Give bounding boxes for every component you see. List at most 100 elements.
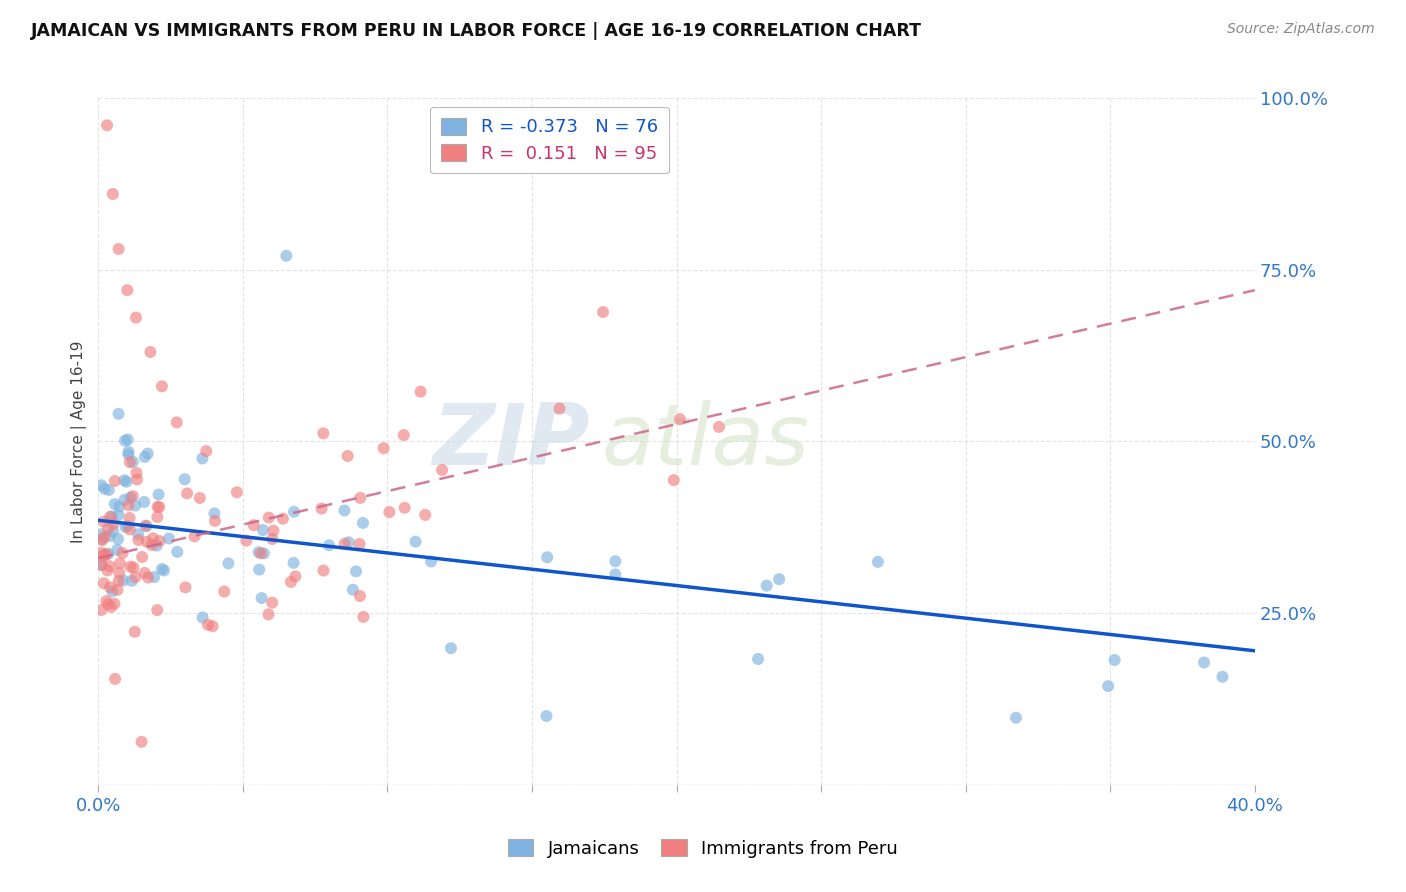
Point [405,534,427,549]
Point [135,534,157,549]
Point [337,535,360,549]
Point [93,515,115,529]
Point [349,589,371,603]
Point [112,574,135,588]
Point [136,571,159,585]
Point [242,518,264,533]
Point [125,310,148,325]
Point [91,533,114,548]
Point [124,570,146,584]
Point [90,527,112,541]
Point [117,444,139,458]
Point [124,624,146,639]
Point [98,529,121,543]
Point [134,495,156,509]
Point [93,576,115,591]
Point [262,524,284,538]
Point [90,478,112,492]
Point [409,384,432,399]
Point [188,491,211,505]
Point [139,345,162,359]
Point [344,565,367,579]
Point [1192,656,1215,670]
Point [548,401,571,416]
Point [373,441,395,455]
Point [318,538,340,552]
Point [148,487,170,501]
Point [98,509,121,524]
Point [392,428,415,442]
Point [135,519,157,533]
Point [250,591,273,605]
Point [120,491,142,505]
Point [118,511,141,525]
Point [311,501,333,516]
Point [103,597,125,611]
Point [103,516,125,531]
Point [98,580,121,594]
Point [146,603,169,617]
Point [276,249,298,263]
Point [101,584,124,599]
Point [94,548,117,562]
Point [107,574,129,588]
Point [214,584,236,599]
Point [107,407,129,421]
Point [93,482,115,496]
Point [866,555,889,569]
Point [333,503,356,517]
Point [118,455,141,469]
Point [312,564,335,578]
Point [91,549,114,563]
Point [284,569,307,583]
Point [283,556,305,570]
Point [262,532,284,546]
Point [225,485,247,500]
Point [166,545,188,559]
Point [100,599,122,614]
Point [349,537,371,551]
Point [201,619,224,633]
Point [101,509,124,524]
Point [394,500,416,515]
Point [124,499,146,513]
Point [768,572,790,586]
Point [257,510,280,524]
Point [121,489,143,503]
Point [122,560,145,574]
Point [217,557,239,571]
Point [117,283,139,297]
Point [97,483,120,497]
Point [252,523,274,537]
Point [131,735,153,749]
Point [108,500,131,514]
Point [131,550,153,565]
Point [173,472,195,486]
Point [204,514,226,528]
Point [142,531,165,545]
Point [117,448,139,462]
Point [150,379,173,393]
Point [107,582,129,597]
Point [352,516,374,530]
Point [262,596,284,610]
Point [134,566,156,580]
Point [104,672,127,686]
Point [107,508,129,522]
Point [1211,670,1233,684]
Point [96,594,118,608]
Point [115,475,138,489]
Point [114,492,136,507]
Point [148,500,170,515]
Point [117,433,139,447]
Point [101,524,124,539]
Point [90,546,112,560]
Point [342,582,364,597]
Point [174,580,197,594]
Point [146,510,169,524]
Point [333,537,356,551]
Point [235,533,257,548]
Point [146,500,169,514]
Y-axis label: In Labor Force | Age 16-19: In Labor Force | Age 16-19 [72,340,87,542]
Point [197,617,219,632]
